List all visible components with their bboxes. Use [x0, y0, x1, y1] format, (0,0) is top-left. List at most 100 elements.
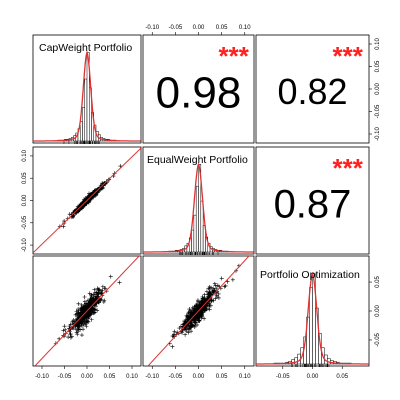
y-axis-tick-label: 0.10: [22, 149, 28, 161]
scatter-point: [97, 287, 102, 292]
correlation-value-equalweight-portfolio-portfolio-optimization: 0.87: [274, 182, 352, 226]
scatter-point: [199, 299, 204, 304]
scatter-point: [95, 308, 100, 313]
scatter-point: [62, 324, 67, 329]
scatter-capweight-portfolio-vs-portfolio-optimization: [34, 256, 140, 366]
scatter-point: [195, 306, 200, 311]
scatter-point: [108, 274, 113, 279]
scatter-point: [79, 333, 84, 338]
scatter-point: [180, 330, 185, 335]
histogram-bar: [193, 214, 197, 253]
x-axis-tick-label: 0.05: [104, 374, 116, 380]
variable-label-capweight-portfolio: CapWeight Portfolio: [39, 42, 132, 54]
scatter-point: [89, 300, 94, 305]
scatter-point: [183, 332, 188, 337]
scatter-point: [212, 288, 217, 293]
scatter-point: [100, 284, 105, 289]
scatter-point: [68, 322, 73, 327]
scatter-point: [192, 310, 197, 315]
scatter-point: [192, 317, 197, 322]
x-axis-tick-label: 0.05: [336, 374, 348, 380]
scatter-point: [195, 322, 200, 327]
scatter-point: [192, 320, 197, 325]
density-curve: [33, 50, 141, 142]
scatter-point: [63, 327, 68, 332]
scatter-point: [84, 315, 89, 320]
scatter-point: [194, 308, 199, 313]
y-axis-tick-label: 0.05: [375, 60, 381, 72]
scatter-point: [75, 329, 80, 334]
scatter-point: [92, 303, 97, 308]
significance-stars: ***: [333, 153, 364, 183]
scatter-point: [77, 323, 82, 328]
x-axis-tick-label: 0.10: [239, 374, 251, 380]
scatter-point: [78, 327, 83, 332]
scatter-point: [68, 335, 73, 340]
x-axis-tick-label: -0.05: [276, 374, 290, 380]
scatter-point: [93, 307, 98, 312]
scatter-point: [92, 307, 97, 312]
y-axis-tick-label: 0.10: [375, 38, 381, 50]
scatter-point: [187, 326, 192, 331]
scatter-point: [207, 301, 212, 306]
x-axis-tick-label: -0.10: [35, 374, 49, 380]
histogram-bar: [294, 357, 298, 365]
histogram-bar: [82, 107, 85, 142]
x-axis-tick-label: -0.10: [145, 25, 159, 31]
scatter-point: [200, 298, 205, 303]
scatter-point: [192, 324, 197, 329]
scatter-equalweight-portfolio-vs-portfolio-optimization: [147, 256, 250, 366]
y-axis-tick-label: -0.10: [22, 238, 28, 252]
histogram-bar: [84, 78, 88, 142]
x-axis-tick-label: 0.10: [239, 25, 251, 31]
scatter-point: [214, 293, 219, 298]
correlation-value-capweight-portfolio-equalweight-portfolio: 0.98: [156, 68, 242, 117]
scatter-point: [209, 298, 214, 303]
density-curve: [256, 271, 369, 365]
density-curve: [143, 162, 254, 253]
y-axis-tick-label: -0.10: [375, 127, 381, 141]
x-axis-tick-label: -0.05: [169, 25, 183, 31]
scatter-point: [74, 311, 79, 316]
x-axis-tick-label: 0.00: [307, 374, 319, 380]
scatter-point: [117, 280, 122, 285]
scatter-point: [213, 296, 218, 301]
histogram-bar: [191, 229, 195, 253]
regression-line: [147, 256, 250, 366]
scatter-point: [79, 310, 84, 315]
scatter-point: [75, 332, 80, 337]
scatter-point: [85, 312, 90, 317]
scatter-point: [197, 314, 202, 319]
scatter-point: [81, 305, 86, 310]
scatter-point: [204, 289, 209, 294]
scatter-point: [80, 319, 85, 324]
correlation-value-capweight-portfolio-portfolio-optimization: 0.82: [277, 71, 347, 112]
scatter-point: [189, 329, 194, 334]
scatter-point: [230, 277, 235, 282]
scatter-point: [91, 311, 96, 316]
scatter-point: [181, 322, 186, 327]
panel-frame-r1-c2: [255, 146, 370, 255]
scatter-point: [198, 310, 203, 315]
variable-label-portfolio-optimization: Portfolio Optimization: [260, 269, 360, 281]
y-axis-tick-label: -0.05: [375, 104, 381, 118]
scatter-point: [196, 316, 201, 321]
histogram-bar: [309, 287, 313, 365]
panel-frame-r1-c1: [142, 146, 255, 255]
histogram-equalweight-portfolio: [143, 162, 254, 255]
scatter-point: [84, 324, 89, 329]
significance-stars: ***: [219, 41, 250, 71]
scatter-point: [97, 298, 102, 303]
scatter-point: [102, 298, 107, 303]
histogram-portfolio-optimization: [256, 271, 369, 367]
regression-line: [34, 256, 140, 366]
scatter-point: [79, 205, 84, 210]
y-axis-tick-label: 0.05: [22, 172, 28, 184]
scatter-point: [209, 298, 214, 303]
scatter-point: [81, 327, 86, 332]
scatter-point: [89, 317, 94, 322]
scatter-capweight-portfolio-vs-equalweight-portfolio: [33, 147, 141, 254]
scatter-point: [89, 300, 94, 305]
x-axis-tick-label: 0.00: [193, 374, 205, 380]
scatter-point: [202, 292, 207, 297]
